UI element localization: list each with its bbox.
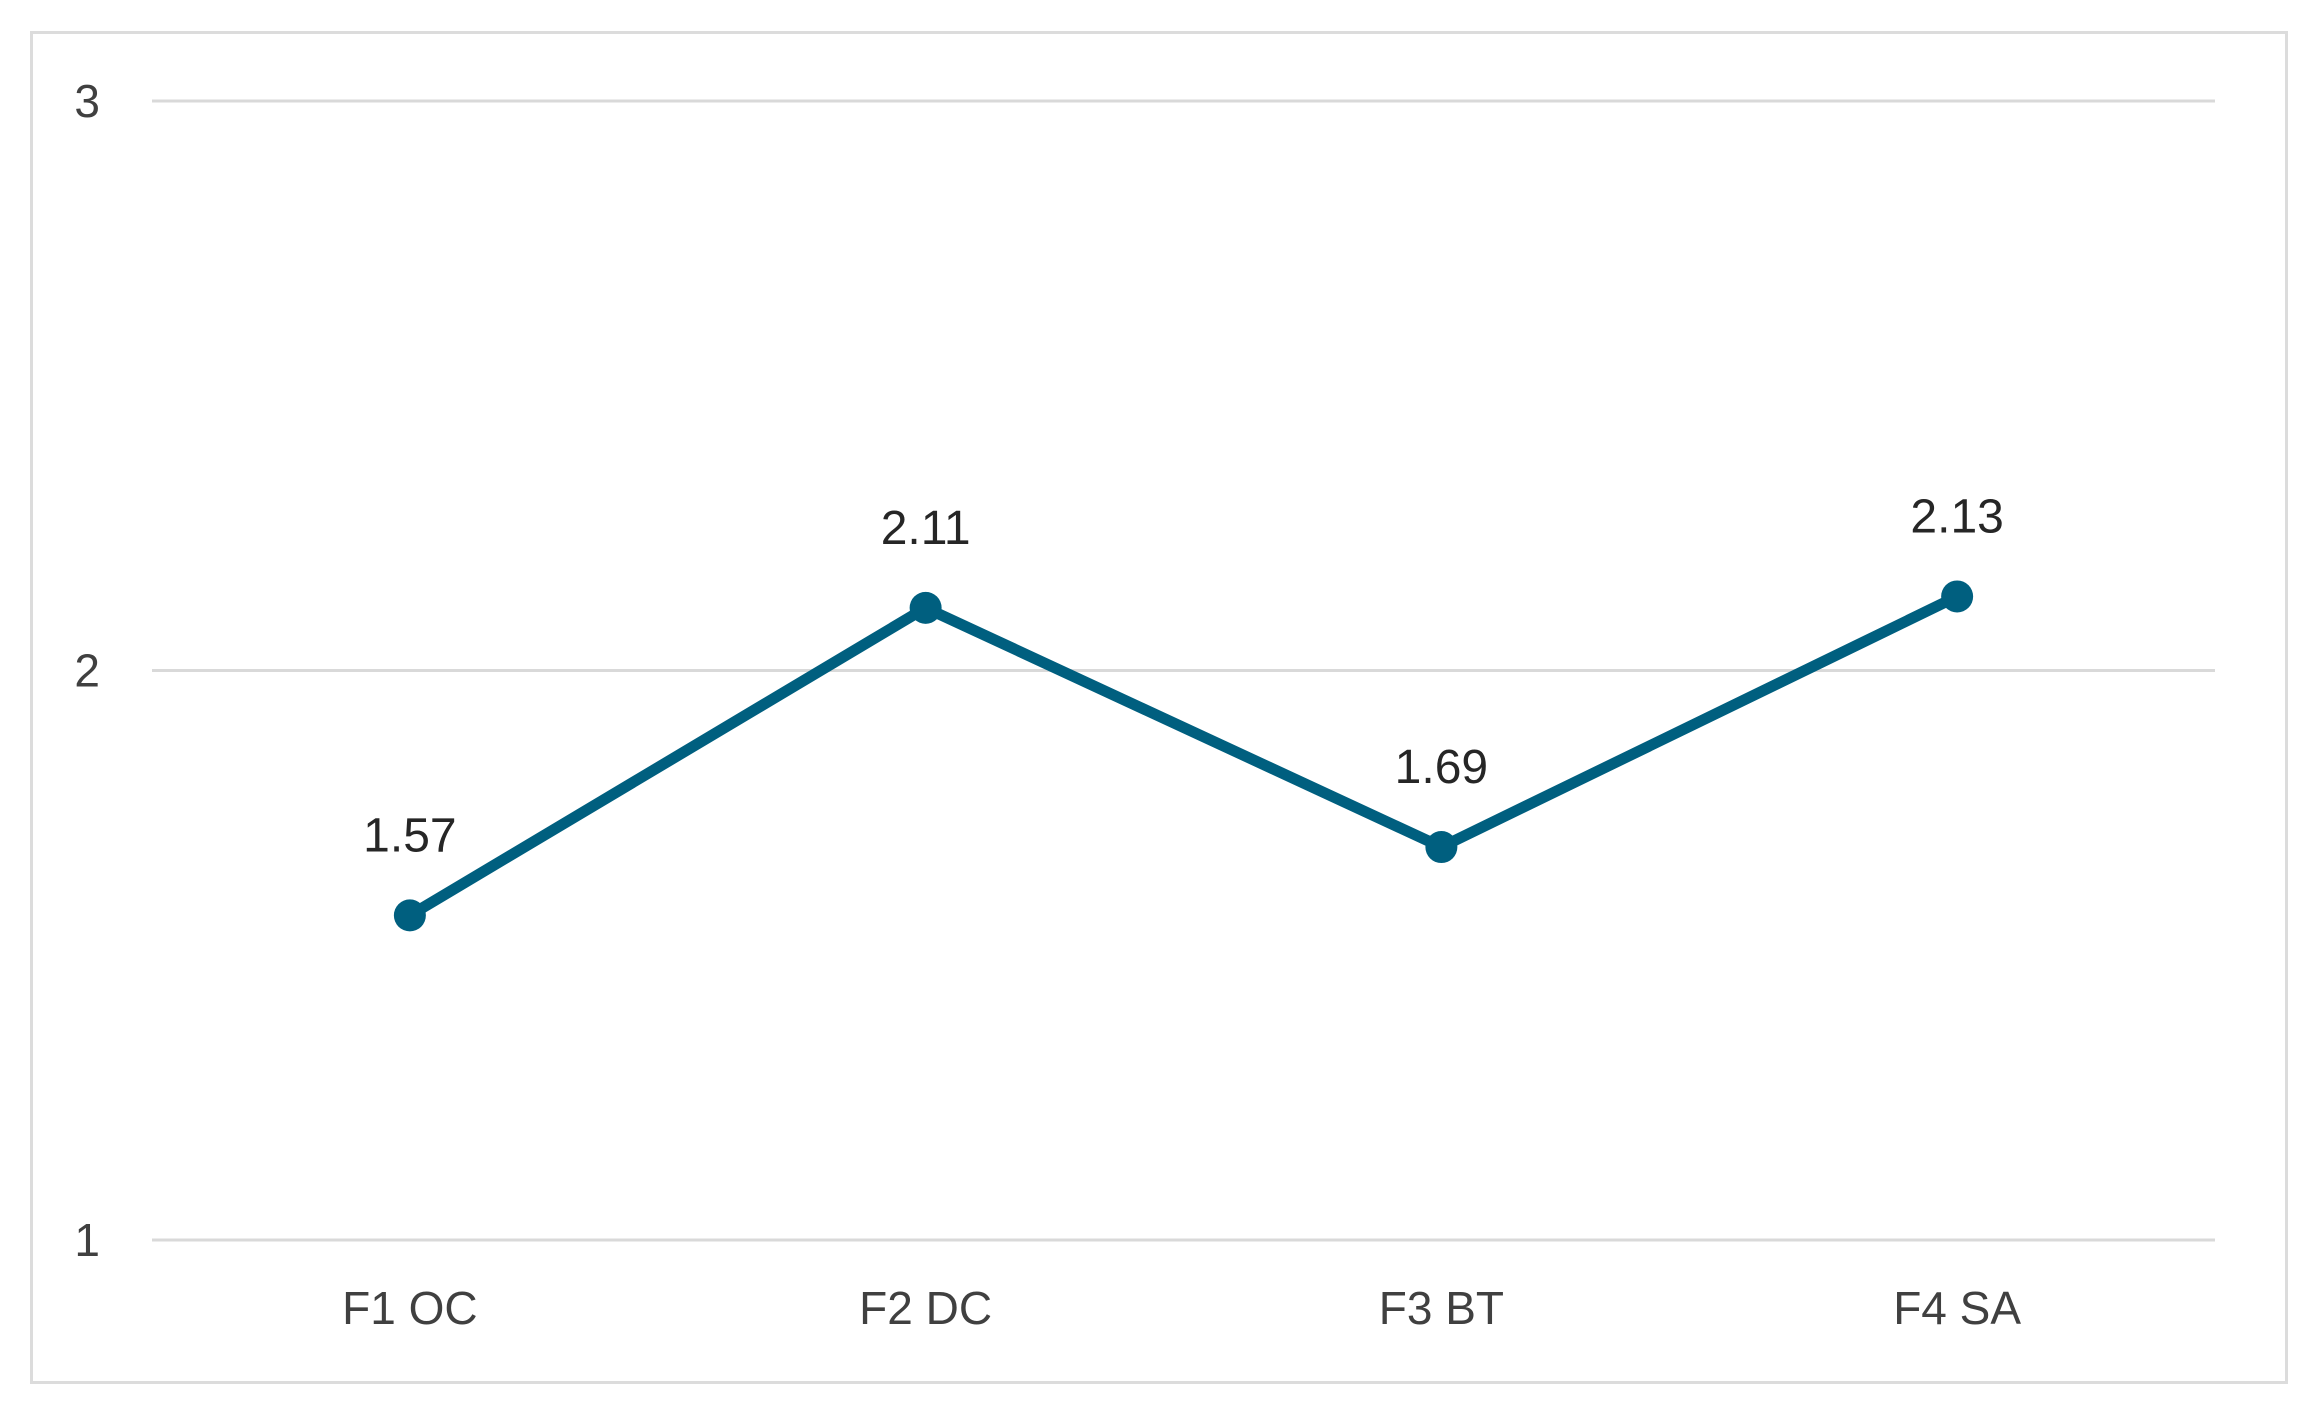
series-layer <box>393 580 1974 932</box>
y-axis-tick-labels: 1 2 3 <box>74 75 100 1266</box>
x-tick-label: F3 BT <box>1379 1282 1504 1334</box>
data-point <box>1425 831 1458 864</box>
data-labels: 1.57 2.11 1.69 2.13 <box>363 490 2004 862</box>
data-point <box>1941 580 1974 613</box>
chart-frame <box>30 31 2288 1384</box>
x-tick-label: F1 OC <box>342 1282 477 1334</box>
data-label: 2.11 <box>881 502 971 555</box>
data-label: 2.13 <box>1910 490 2003 543</box>
y-tick-label: 3 <box>74 75 100 127</box>
data-point <box>393 899 426 932</box>
y-tick-label: 2 <box>74 645 100 697</box>
series-line <box>404 590 1963 921</box>
x-axis-tick-labels: F1 OC F2 DC F3 BT F4 SA <box>342 1282 2021 1334</box>
x-tick-label: F2 DC <box>859 1282 992 1334</box>
gridlines <box>152 99 2215 1242</box>
y-tick-label: 1 <box>74 1214 100 1266</box>
data-label: 1.57 <box>363 809 456 862</box>
data-point <box>909 591 942 624</box>
data-label: 1.69 <box>1395 741 1488 794</box>
x-tick-label: F4 SA <box>1893 1282 2021 1334</box>
